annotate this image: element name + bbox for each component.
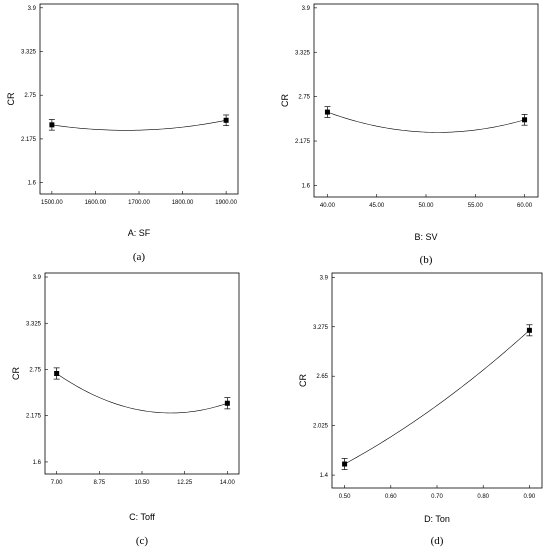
x-axis-title: C: Toff xyxy=(129,512,155,522)
data-point xyxy=(526,327,532,333)
y-tick-label: 2.75 xyxy=(298,95,310,101)
fit-curve xyxy=(51,119,227,131)
data-point xyxy=(324,109,330,115)
y-tick-label: 1.4 xyxy=(320,473,329,479)
y-tick-label: 2.75 xyxy=(24,93,36,99)
x-tick-label: 55.00 xyxy=(468,203,484,209)
panel-label: (a) xyxy=(133,251,146,263)
x-tick-label: 10.50 xyxy=(134,480,150,486)
y-tick-label: 2.175 xyxy=(295,139,311,145)
y-tick-label: 1.6 xyxy=(302,183,311,189)
y-tick-label: 3.9 xyxy=(320,275,329,281)
panel-d: 1.4 2.025 2.65 3.275 3.9 0.50 0.60 0.70 0.80 0.90… xyxy=(298,272,543,547)
x-tick-label: 0.60 xyxy=(385,494,397,500)
x-tick-label: 45.00 xyxy=(369,203,385,209)
fit-curve xyxy=(56,373,228,414)
y-tick-label: 3.325 xyxy=(21,50,37,56)
plot-frame xyxy=(39,3,239,195)
y-tick-label: 3.9 xyxy=(302,6,311,12)
y-tick-label: 2.75 xyxy=(29,367,41,373)
data-point xyxy=(342,461,348,467)
y-tick-label: 1.6 xyxy=(33,460,42,466)
y-axis-title: CR xyxy=(6,92,16,105)
x-axis-title: B: SV xyxy=(414,232,437,242)
y-tick-label: 2.175 xyxy=(21,137,37,143)
x-axis-title: D: Ton xyxy=(424,514,450,524)
x-tick-label: 60.00 xyxy=(517,203,533,209)
x-tick-label: 0.70 xyxy=(431,494,443,500)
panel-a: 1.6 2.175 2.75 3.325 3.9 1500.00 1600.00 1700.0… xyxy=(6,3,239,263)
y-axis-title: CR xyxy=(298,374,308,387)
panel-label: (d) xyxy=(431,535,444,547)
y-tick-label: 2.65 xyxy=(316,374,328,380)
data-point xyxy=(224,400,230,406)
plot-frame xyxy=(313,3,539,198)
panel-label: (b) xyxy=(420,254,433,266)
x-tick-label: 0.90 xyxy=(524,494,536,500)
x-tick-label: 0.50 xyxy=(339,494,351,500)
x-tick-label: 1700.00 xyxy=(128,200,150,206)
x-tick-label: 1900.00 xyxy=(215,200,237,206)
y-tick-label: 3.325 xyxy=(26,321,42,327)
x-tick-label: 1500.00 xyxy=(41,200,63,206)
plot-frame xyxy=(331,272,543,489)
y-tick-label: 2.025 xyxy=(313,424,329,430)
x-tick-label: 7.00 xyxy=(51,480,63,486)
x-tick-label: 14.00 xyxy=(220,480,236,486)
data-point xyxy=(522,117,528,123)
y-axis-title: CR xyxy=(280,94,290,107)
data-point xyxy=(54,371,60,376)
y-tick-label: 3.9 xyxy=(33,275,42,281)
x-tick-label: 40.00 xyxy=(320,203,336,209)
panel-c: 1.6 2.175 2.75 3.325 3.9 7.00 8.75 10.50 12.25 14… xyxy=(11,272,240,547)
x-tick-label: 8.75 xyxy=(93,480,105,486)
fit-curve xyxy=(344,330,530,465)
y-tick-label: 1.6 xyxy=(28,181,37,187)
y-tick-label: 2.175 xyxy=(26,414,42,420)
y-tick-label: 3.275 xyxy=(313,325,329,331)
data-point xyxy=(223,117,229,123)
x-tick-label: 1800.00 xyxy=(172,200,194,206)
x-tick-label: 1600.00 xyxy=(85,200,107,206)
y-tick-label: 3.9 xyxy=(28,6,37,12)
fit-curve xyxy=(327,111,525,133)
plot-frame xyxy=(44,272,240,475)
x-tick-label: 12.25 xyxy=(177,480,193,486)
panel-label: (c) xyxy=(136,535,149,547)
y-axis-title: CR xyxy=(11,367,21,380)
y-tick-label: 3.325 xyxy=(295,50,311,56)
x-tick-label: 50.00 xyxy=(418,203,434,209)
x-axis-title: A: SF xyxy=(128,228,151,238)
data-point xyxy=(49,122,55,128)
panel-b: 1.6 2.175 2.75 3.325 3.9 40.00 45.00 50.00 55.00… xyxy=(280,3,539,266)
x-tick-label: 0.80 xyxy=(477,494,489,500)
